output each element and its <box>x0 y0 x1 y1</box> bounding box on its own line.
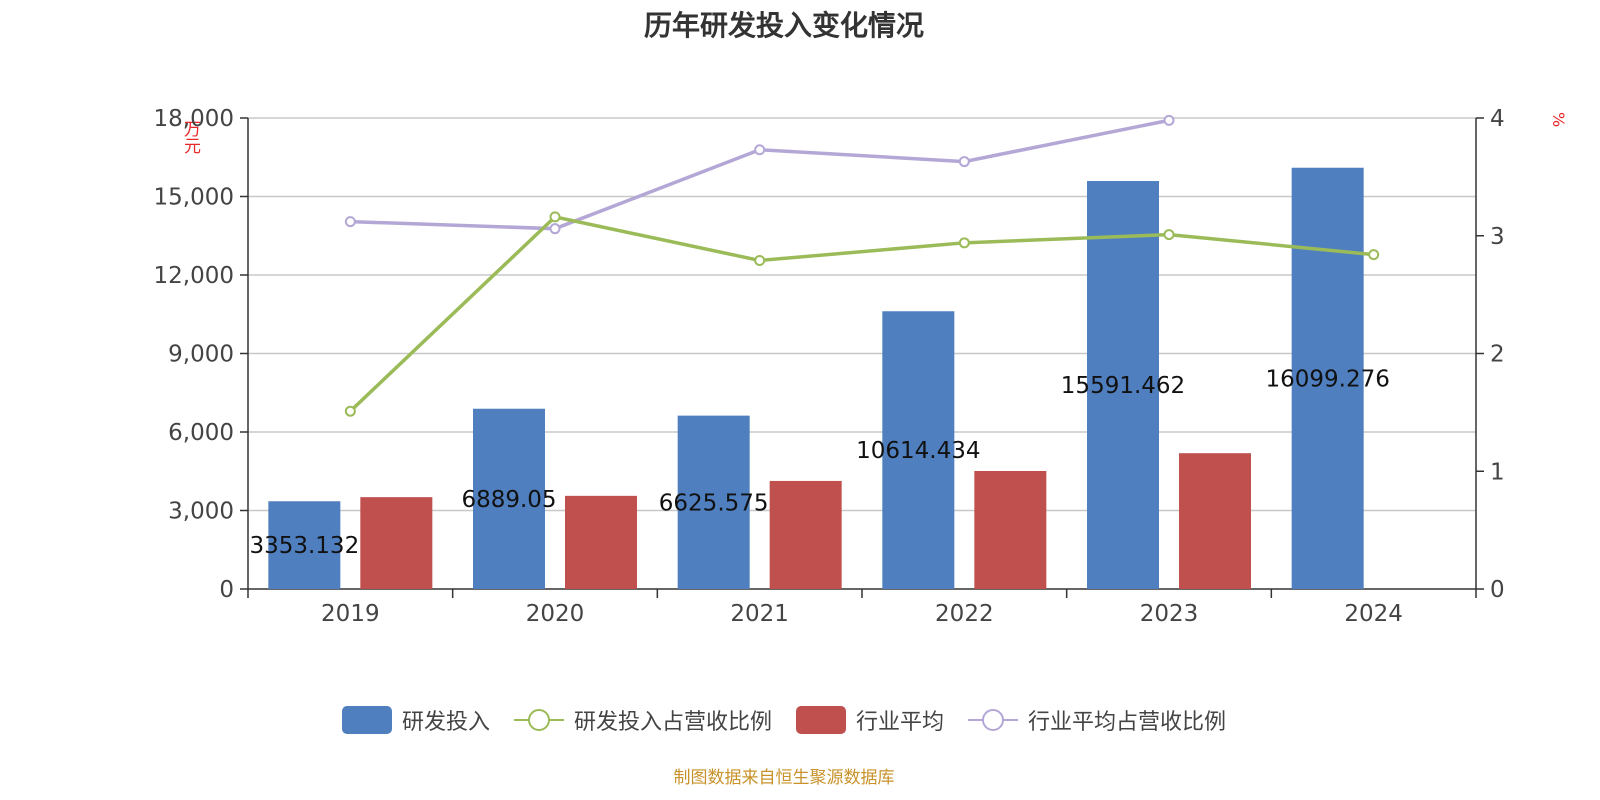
bar-rd-2023 <box>1087 181 1159 589</box>
data-source-note: 制图数据来自恒生聚源数据库 <box>673 768 895 788</box>
right-axis-tick-label: 1 <box>1490 459 1505 485</box>
data-label-rd-2023: 15591.462 <box>1061 373 1185 399</box>
x-axis-label: 2023 <box>1140 601 1199 627</box>
legend-label-industry: 行业平均 <box>856 710 945 735</box>
chart-canvas: 0 3,000 6,000 9,000 12,000 15,000 18,000 0 1 2 3 4 2… <box>154 106 1505 627</box>
legend-swatch-industry-ratio <box>968 709 1019 731</box>
legend-label-rd: 研发投入 <box>401 710 490 735</box>
legend-item-industry-ratio[interactable]: 行业平均占营收比例 <box>968 704 1226 736</box>
point-rd-ratio-2021 <box>754 254 766 266</box>
data-label-rd-2021: 6625.575 <box>659 490 769 516</box>
legend-item-rd[interactable]: 研发投入 <box>341 704 490 736</box>
right-axis-unit: % <box>1549 112 1568 128</box>
left-axis-tick-label: 6,000 <box>168 420 234 446</box>
point-industry-ratio-2019 <box>344 216 356 228</box>
point-industry-ratio-2023 <box>1163 114 1175 126</box>
bar-rd-2021 <box>677 415 750 589</box>
right-axis-tick-label: 2 <box>1490 342 1505 368</box>
bar-rd-2019 <box>268 501 341 589</box>
right-axis-tick-label: 3 <box>1490 224 1505 250</box>
point-industry-ratio-2021 <box>754 144 766 156</box>
bar-industry-2019 <box>360 497 433 589</box>
bar-rd-2022 <box>882 311 955 589</box>
legend-swatch-rd <box>341 706 392 734</box>
point-rd-ratio-2019 <box>344 405 356 417</box>
left-axis-tick-label: 12,000 <box>154 263 234 289</box>
bar-industry-2022 <box>974 470 1047 589</box>
legend-label-industry-ratio: 行业平均占营收比例 <box>1028 710 1227 735</box>
point-rd-ratio-2024 <box>1368 249 1380 261</box>
data-label-rd-2022: 10614.434 <box>856 438 980 464</box>
data-label-rd-2024: 16099.276 <box>1265 366 1389 392</box>
right-axis-tick-label: 0 <box>1490 577 1505 603</box>
right-axis-tick-label: 4 <box>1490 106 1505 132</box>
x-axis-label: 2020 <box>526 601 585 627</box>
legend-swatch-rd-ratio <box>513 709 564 731</box>
data-label-rd-2020: 6889.05 <box>461 487 556 513</box>
x-axis-label: 2022 <box>935 601 994 627</box>
chart-title: 历年研发投入变化情况 <box>643 9 924 42</box>
bar-industry-2021 <box>769 480 842 589</box>
x-axis-label: 2021 <box>730 601 789 627</box>
point-rd-ratio-2020 <box>549 211 561 223</box>
legend-label-rd-ratio: 研发投入占营收比例 <box>573 710 772 735</box>
x-axis-label: 2024 <box>1344 601 1403 627</box>
point-industry-ratio-2022 <box>958 156 970 168</box>
legend-item-industry[interactable]: 行业平均 <box>796 704 944 736</box>
data-label-rd-2019: 3353.132 <box>249 533 359 559</box>
bar-rd-2020 <box>473 408 545 589</box>
legend: 研发投入 研发投入占营收比例 行业平均 行业平均占营收比例 <box>0 704 1568 736</box>
point-rd-ratio-2022 <box>958 237 970 249</box>
left-axis-tick-label: 15,000 <box>154 185 234 211</box>
bar-industry-2020 <box>565 495 637 589</box>
bar-rd-2024 <box>1291 167 1364 590</box>
legend-swatch-industry <box>796 706 846 734</box>
left-axis-tick-label: 18,000 <box>154 106 234 132</box>
left-axis-unit: 万元 <box>180 120 200 154</box>
point-industry-ratio-2020 <box>549 223 561 235</box>
left-axis-tick-label: 0 <box>219 577 234 603</box>
left-axis-tick-label: 3,000 <box>168 499 234 525</box>
left-axis-tick-label: 9,000 <box>168 342 234 368</box>
point-rd-ratio-2023 <box>1163 229 1175 241</box>
line-rd-ratio <box>349 215 1374 413</box>
legend-item-rd-ratio[interactable]: 研发投入占营收比例 <box>513 704 772 736</box>
x-axis-label: 2019 <box>321 601 380 627</box>
bar-industry-2023 <box>1179 453 1251 589</box>
line-industry-ratio <box>350 118 1170 231</box>
